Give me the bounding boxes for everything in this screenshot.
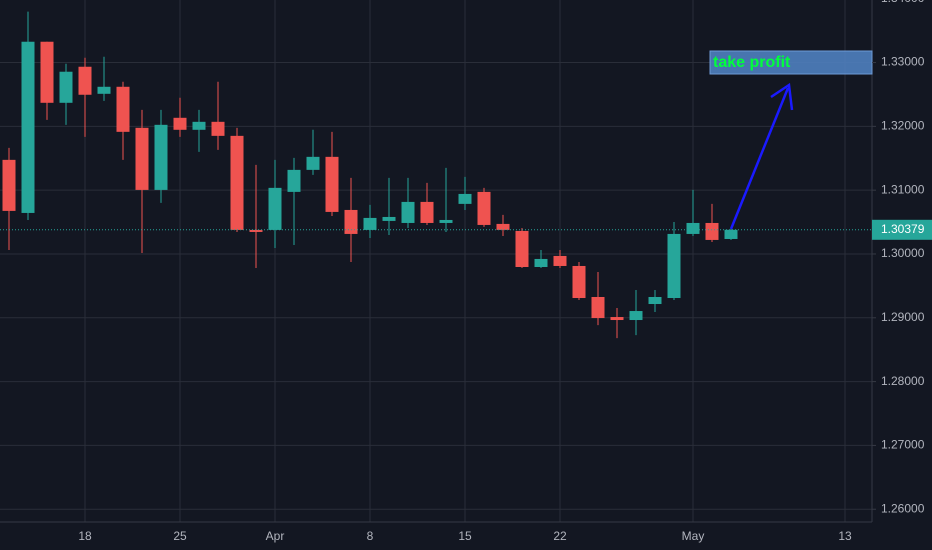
x-tick-label: 18: [78, 529, 92, 543]
candle-body: [667, 233, 681, 299]
candle-body: [363, 217, 377, 230]
candle-body: [515, 230, 529, 267]
candle-body: [382, 216, 396, 221]
candle-body: [135, 127, 149, 190]
annotation-text: take profit: [713, 54, 791, 71]
candle-body: [211, 121, 225, 136]
candle-body: [2, 159, 16, 211]
y-tick-label: 1.30000: [881, 246, 925, 260]
candle-body: [610, 317, 624, 321]
y-tick-label: 1.26000: [881, 501, 925, 515]
candle-body: [705, 222, 719, 240]
y-tick-label: 1.28000: [881, 374, 925, 388]
candle-body: [553, 255, 567, 266]
candle-body: [325, 156, 339, 212]
x-tick-label: 13: [838, 529, 852, 543]
candle-body: [21, 41, 35, 213]
candle-body: [306, 156, 320, 170]
y-tick-label: 1.32000: [881, 119, 925, 133]
y-tick-label: 1.31000: [881, 182, 925, 196]
candle-body: [420, 201, 434, 223]
y-tick-label: 1.29000: [881, 310, 925, 324]
y-tick-label: 1.33000: [881, 55, 925, 69]
candle-body: [287, 169, 301, 192]
arrow-shaft: [729, 87, 790, 230]
candle-body: [439, 219, 453, 223]
candle-body: [230, 135, 244, 230]
y-tick-label: 1.34000: [881, 0, 925, 5]
candle-body: [496, 223, 510, 230]
candle-body: [154, 124, 168, 190]
candle-body: [192, 121, 206, 130]
candle-body: [686, 222, 700, 234]
candle-body: [249, 229, 263, 232]
candle-body: [477, 191, 491, 225]
candle-body: [40, 41, 54, 103]
candle-body: [534, 258, 548, 267]
candle-body: [78, 66, 92, 95]
candle-body: [591, 296, 605, 319]
arrow-head: [770, 82, 794, 111]
x-tick-label: May: [682, 529, 705, 543]
candles: [0, 11, 872, 339]
candle-body: [401, 201, 415, 223]
candle-body: [173, 117, 187, 130]
candle-body: [572, 265, 586, 299]
last-price-label: 1.30379: [881, 222, 925, 236]
y-tick-label: 1.27000: [881, 438, 925, 452]
x-tick-label: 15: [458, 529, 472, 543]
candle-body: [97, 86, 111, 94]
candle-body: [629, 311, 643, 321]
candle-body: [268, 187, 282, 230]
candle-body: [648, 296, 662, 305]
candle-body: [59, 71, 73, 103]
x-tick-label: 8: [367, 529, 374, 543]
x-tick-label: Apr: [266, 529, 285, 543]
candle-body: [344, 209, 358, 234]
candle-body: [116, 86, 130, 132]
candle-body: [458, 193, 472, 204]
candle-body: [724, 229, 738, 239]
x-tick-label: 25: [173, 529, 187, 543]
x-tick-label: 22: [553, 529, 567, 543]
last-price-tag: [872, 219, 932, 240]
